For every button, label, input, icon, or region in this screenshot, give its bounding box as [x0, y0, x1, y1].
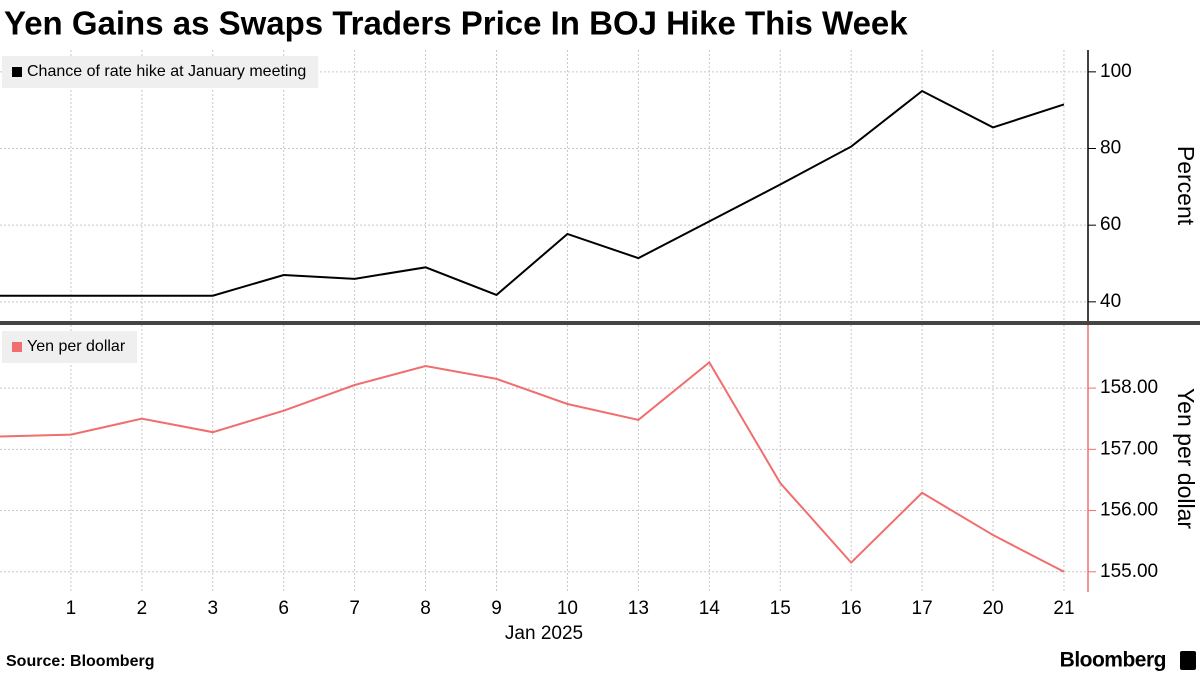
- legend-box: [2, 56, 319, 88]
- x-sublabel: Jan 2025: [505, 623, 583, 644]
- y-tick-label: 158.00: [1100, 377, 1158, 398]
- x-tick-label: 3: [208, 598, 219, 619]
- series-line: [0, 89, 1065, 297]
- x-tick-label: 16: [841, 598, 862, 619]
- x-tick-label: 15: [770, 598, 791, 619]
- y-axis-label: Yen per dollar: [1173, 388, 1199, 529]
- y-axis-label: Percent: [1173, 146, 1199, 226]
- series-line: [0, 360, 1065, 573]
- legend-box: [2, 331, 138, 363]
- x-tick-label: 8: [420, 598, 431, 619]
- y-tick-label: 157.00: [1100, 438, 1158, 459]
- legend-swatch: [12, 342, 22, 352]
- brand-icon: [1180, 651, 1196, 670]
- legend-label: Yen per dollar: [27, 338, 126, 355]
- y-tick-label: 60: [1100, 214, 1121, 235]
- y-tick-label: 80: [1100, 138, 1121, 159]
- x-tick-label: 10: [557, 598, 578, 619]
- x-tick-label: 9: [491, 598, 502, 619]
- y-tick-label: 40: [1100, 291, 1121, 312]
- x-tick-label: 20: [982, 598, 1003, 619]
- y-tick-label: 156.00: [1100, 500, 1158, 521]
- x-tick-label: 6: [278, 598, 289, 619]
- x-tick-label: 2: [137, 598, 148, 619]
- x-tick-label: 13: [628, 598, 649, 619]
- x-tick-label: 7: [349, 598, 360, 619]
- legend-label: Chance of rate hike at January meeting: [27, 63, 306, 80]
- legend-swatch: [12, 67, 22, 77]
- chart-title: Yen Gains as Swaps Traders Price In BOJ …: [4, 5, 908, 42]
- source: Source: Bloomberg: [6, 653, 154, 670]
- x-tick-label: 1: [66, 598, 77, 619]
- y-tick-label: 155.00: [1100, 561, 1158, 582]
- brand: Bloomberg: [1060, 649, 1166, 672]
- x-tick-label: 17: [912, 598, 933, 619]
- x-tick-label: 21: [1053, 598, 1074, 619]
- x-tick-label: 14: [699, 598, 721, 619]
- y-tick-label: 100: [1100, 61, 1132, 82]
